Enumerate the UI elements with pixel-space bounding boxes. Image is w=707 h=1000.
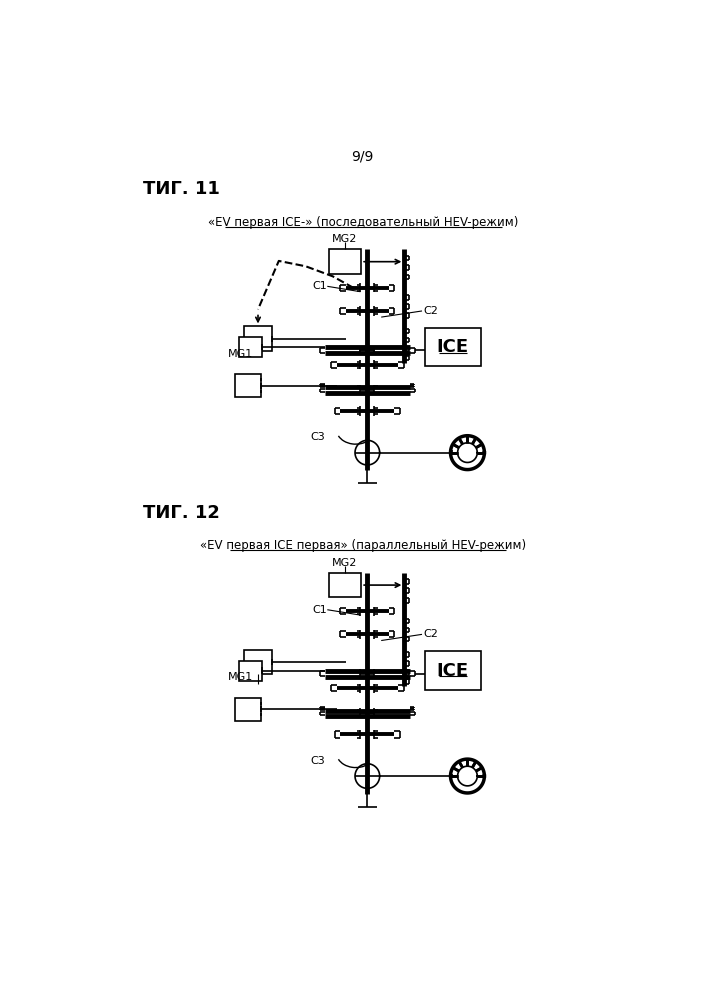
Text: C3: C3	[310, 756, 325, 766]
Text: C1: C1	[312, 281, 327, 291]
Text: ΤИГ. 11: ΤИГ. 11	[143, 180, 219, 198]
Bar	[239, 661, 262, 681]
Text: C2: C2	[423, 306, 438, 316]
Bar	[244, 326, 272, 351]
Bar	[235, 374, 261, 397]
Text: C3: C3	[310, 432, 325, 442]
Bar	[235, 698, 261, 721]
Bar	[425, 651, 481, 690]
Text: MG1: MG1	[228, 349, 253, 359]
Text: MG2: MG2	[332, 558, 358, 568]
Bar	[239, 337, 262, 357]
Text: MG2: MG2	[332, 234, 358, 244]
Text: MG1: MG1	[228, 672, 253, 682]
Text: «EV первая ICE-» (последовательный HEV-режим): «EV первая ICE-» (последовательный HEV-р…	[208, 216, 518, 229]
Bar	[329, 249, 361, 274]
Text: 9/9: 9/9	[351, 150, 374, 164]
Text: C2: C2	[423, 629, 438, 639]
Text: «EV первая ICE первая» (параллельный HEV-режим): «EV первая ICE первая» (параллельный HEV…	[199, 539, 526, 552]
Text: ΤИГ. 12: ΤИГ. 12	[143, 504, 219, 522]
Text: ICE: ICE	[437, 662, 469, 680]
Bar	[244, 650, 272, 674]
Bar	[425, 328, 481, 366]
Bar	[329, 573, 361, 597]
Text: C1: C1	[312, 605, 327, 615]
Text: ICE: ICE	[437, 338, 469, 356]
